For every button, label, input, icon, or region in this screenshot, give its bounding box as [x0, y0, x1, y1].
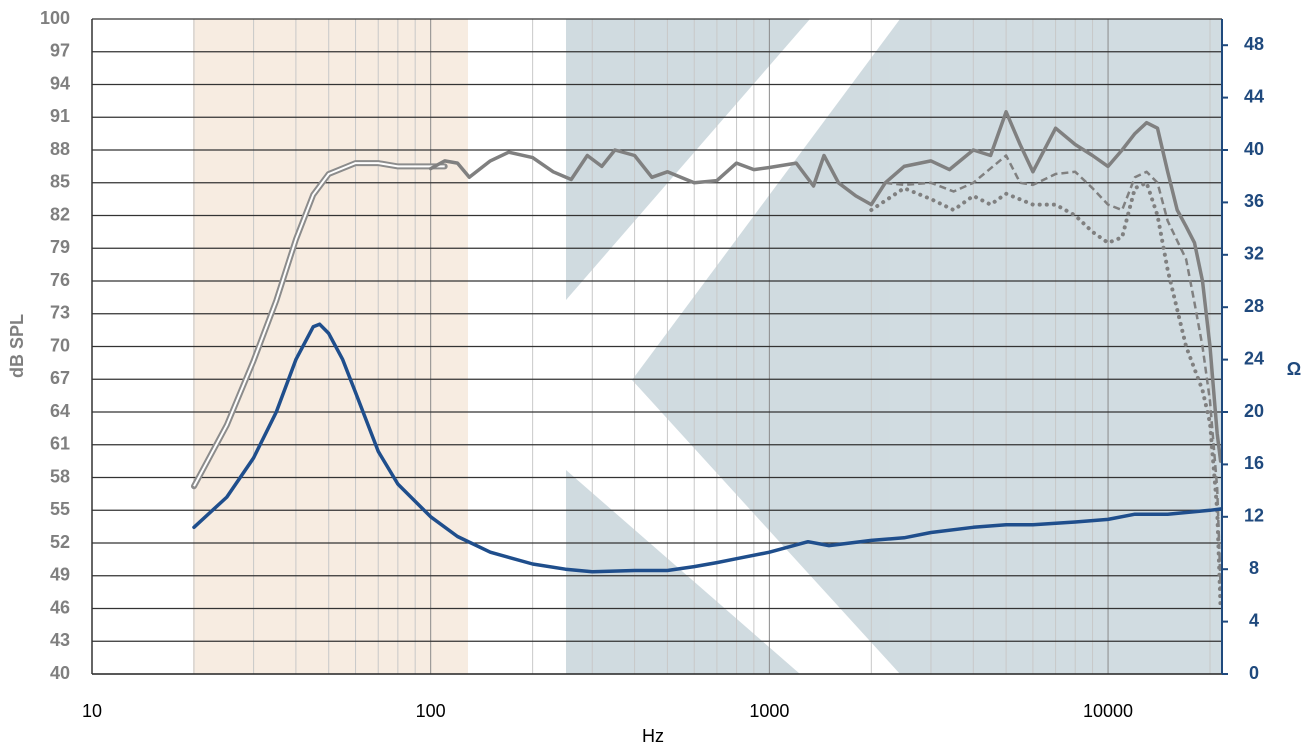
y-tick-label: 61	[50, 434, 70, 454]
y2-tick-label: 44	[1244, 86, 1264, 106]
plot	[191, 110, 1224, 611]
y-tick-label: 58	[50, 466, 70, 486]
y-tick-label: 46	[50, 597, 70, 617]
y2-tick-label: 8	[1249, 558, 1259, 578]
line-series-core	[193, 162, 445, 487]
y2-tick-label: 36	[1244, 191, 1264, 211]
y2-tick-label: 20	[1244, 401, 1264, 421]
y2-axis-title: Ω	[1287, 359, 1301, 379]
line-series	[192, 322, 1224, 574]
y-tick-label: 67	[50, 368, 70, 388]
y-tick-label: 100	[40, 8, 70, 28]
y2-tick-label: 48	[1244, 34, 1264, 54]
y-tick-label: 94	[50, 73, 70, 93]
y2-tick-label: 24	[1244, 348, 1264, 368]
line-series	[885, 154, 1222, 587]
x-tick-label: 10000	[1083, 701, 1133, 721]
x-tick-label: 1000	[749, 701, 789, 721]
y-tick-label: 43	[50, 630, 70, 650]
y-axis-title: dB SPL	[7, 314, 27, 378]
y2-tick-label: 4	[1249, 610, 1259, 630]
y-tick-label: 70	[50, 335, 70, 355]
x-tick-label: 100	[416, 701, 446, 721]
x-axis-title: Hz	[642, 726, 664, 746]
y2-tick-label: 32	[1244, 244, 1264, 264]
line-series	[428, 110, 1223, 463]
y-tick-label: 97	[50, 41, 70, 61]
x-tick-label: 10	[82, 701, 102, 721]
y-tick-label: 40	[50, 663, 70, 683]
y-tick-label: 76	[50, 270, 70, 290]
y2-tick-label: 16	[1244, 453, 1264, 473]
y-tick-label: 82	[50, 204, 70, 224]
y-tick-label: 64	[50, 401, 70, 421]
y-tick-label: 55	[50, 499, 70, 519]
y-tick-label: 52	[50, 532, 70, 552]
y-tick-label: 88	[50, 139, 70, 159]
y-tick-label: 85	[50, 172, 70, 192]
y2-tick-label: 28	[1244, 296, 1264, 316]
y2-tick-label: 0	[1249, 663, 1259, 683]
y2-tick-label: 12	[1244, 506, 1264, 526]
line-series	[869, 180, 1223, 611]
y-tick-label: 73	[50, 303, 70, 323]
y-tick-label: 49	[50, 565, 70, 585]
y2-tick-label: 40	[1244, 139, 1264, 159]
grid	[91, 18, 1222, 675]
y-tick-label: 79	[50, 237, 70, 257]
y-tick-label: 91	[50, 106, 70, 126]
